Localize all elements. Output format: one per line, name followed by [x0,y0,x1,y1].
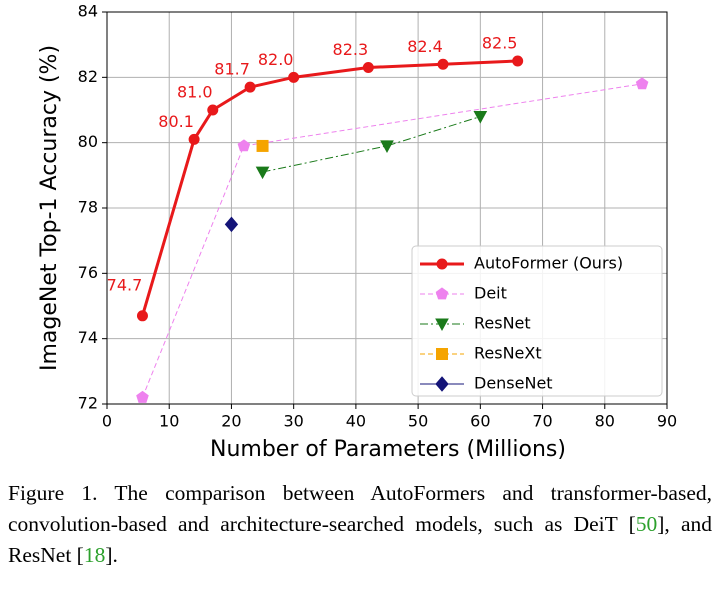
legend: AutoFormer (Ours) Deit ResNet ResNeXt DenseN… [411,245,663,397]
legend-label: ResNeXt [474,344,542,363]
data-point [256,139,269,152]
data-point [207,104,219,116]
data-point [224,216,239,233]
data-label: 81.7 [214,60,250,79]
series-line [141,59,518,317]
legend-marker [436,348,448,360]
data-point [288,71,300,83]
data-label: 82.4 [407,37,443,56]
x-tick-label: 0 [102,412,112,431]
y-tick-label: 80 [78,132,98,151]
y-tick-label: 72 [78,394,98,413]
plot-frame [106,11,668,405]
data-point [473,111,488,124]
data-point [512,55,524,67]
series-line [142,83,643,398]
caption-text: ]. [105,543,118,567]
legend-frame [411,245,663,397]
data-point [136,390,149,403]
data-point [362,62,374,74]
y-tick-label: 78 [78,198,98,217]
legend-label: AutoFormer (Ours) [474,254,623,273]
data-point [237,139,251,152]
citation[interactable]: 50 [635,512,658,536]
x-tick-label: 50 [408,412,428,431]
legend-marker [435,287,449,300]
data-point [635,77,649,90]
x-tick-label: 60 [470,412,490,431]
data-label: 82.5 [482,34,518,53]
legend-marker [436,258,448,270]
data-point [380,140,394,153]
chart: Number of Parameters (Millions) ImageNet… [37,2,677,463]
legend-marker [435,376,449,392]
citation[interactable]: 18 [83,543,106,567]
data-label: 74.7 [107,275,143,294]
x-tick-label: 30 [283,412,303,431]
data-point [136,310,148,322]
data-label: 82.0 [258,50,294,69]
series-line [262,116,481,173]
x-tick-label: 80 [595,412,615,431]
x-tick-label: 90 [657,412,677,431]
data-point [255,166,270,180]
data-label: 81.0 [177,83,213,102]
data-point [188,133,200,145]
data-point [244,81,256,93]
caption-text: ], and ResNet [ [8,512,712,567]
y-tick-label: 74 [78,328,98,347]
x-tick-label: 10 [159,412,179,431]
caption-text: Figure 1. The comparison between AutoFor… [8,481,712,536]
x-tick-label: 70 [532,412,552,431]
data-label: 82.3 [333,40,369,59]
x-tick-label: 40 [346,412,366,431]
y-tick-label: 82 [78,67,98,86]
data-label: 80.1 [158,112,194,131]
data-point [437,58,449,70]
y-tick-label: 84 [78,2,98,21]
y-axis-label: ImageNet Top-1 Accuracy (%) [37,45,62,371]
x-axis-label: Number of Parameters (Millions) [210,437,566,462]
x-tick-label: 20 [221,412,241,431]
legend-label: DenseNet [474,374,553,393]
legend-label: Deit [474,284,507,303]
legend-label: ResNet [474,314,531,333]
legend-marker [435,318,449,332]
y-tick-label: 76 [78,263,98,282]
caption: Figure 1. The comparison between AutoFor… [8,478,712,571]
